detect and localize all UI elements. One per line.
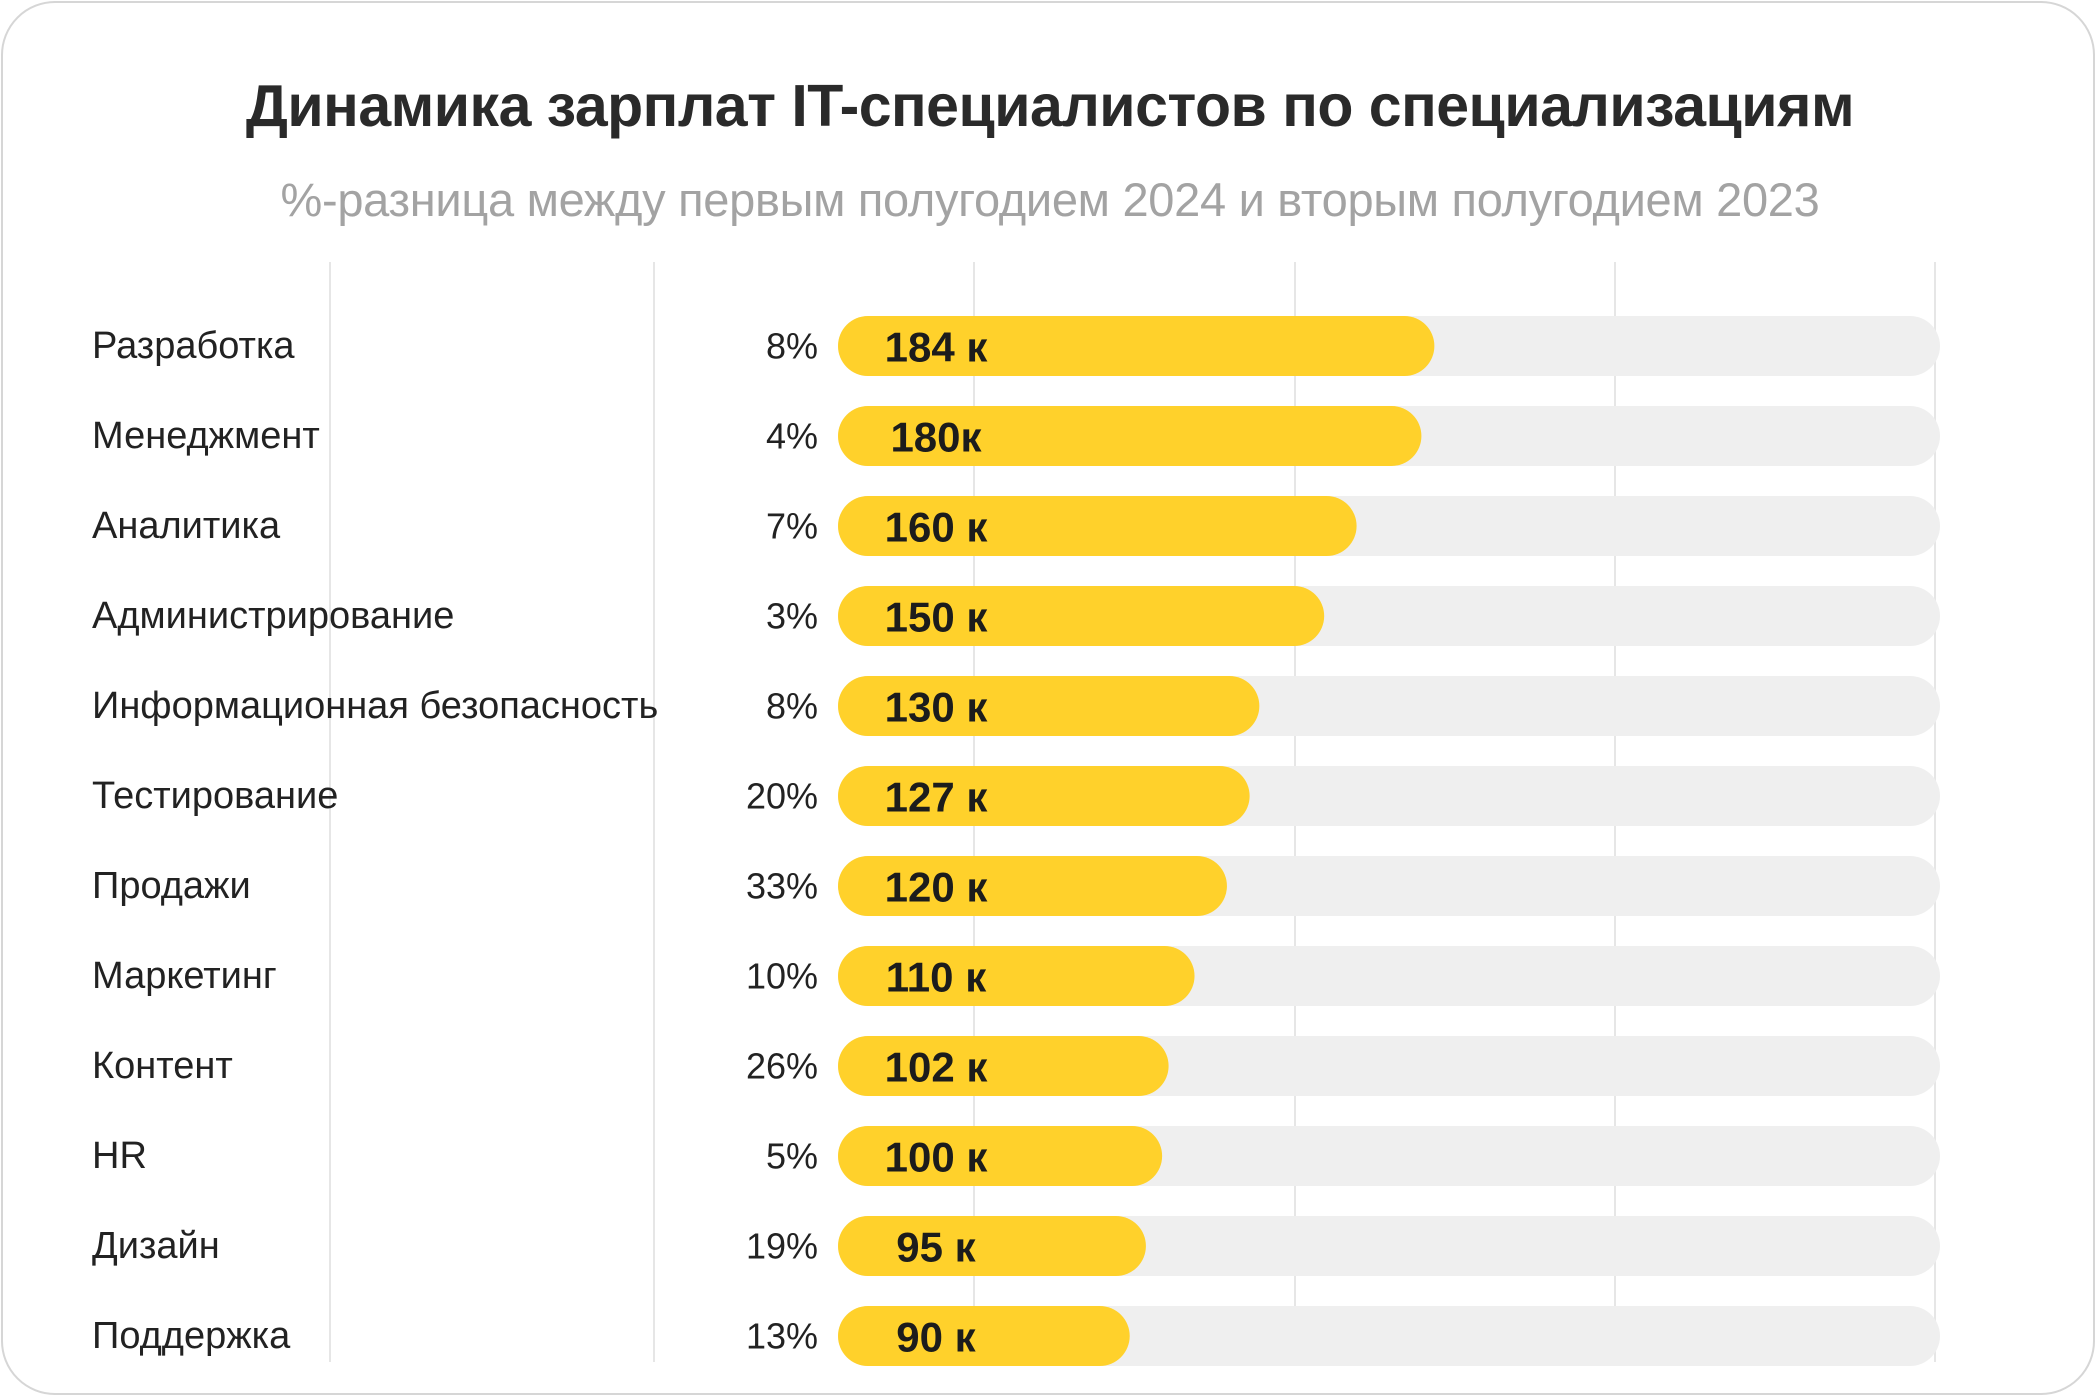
- category-label: Маркетинг: [92, 955, 277, 997]
- percent-label: 33%: [746, 866, 818, 907]
- percent-label: 13%: [746, 1316, 818, 1357]
- percent-label: 8%: [766, 686, 818, 727]
- bar: [838, 1306, 1130, 1366]
- percent-label: 19%: [746, 1226, 818, 1267]
- bar-row: Администрирование 3% 150 к: [92, 586, 1940, 646]
- bar-row: Тестирование 20% 127 к: [92, 766, 1940, 826]
- value-label: 160 к: [885, 504, 989, 551]
- category-label: Менеджмент: [92, 415, 320, 457]
- bar: [838, 406, 1422, 466]
- category-label: Аналитика: [92, 505, 281, 547]
- bar-row: Контент 26% 102 к: [92, 1036, 1940, 1096]
- percent-label: 8%: [766, 326, 818, 367]
- bar: [838, 856, 1227, 916]
- bar-row: Аналитика 7% 160 к: [92, 496, 1940, 556]
- bar: [838, 946, 1195, 1006]
- category-label: Разработка: [92, 325, 295, 367]
- percent-label: 5%: [766, 1136, 818, 1177]
- bar: [838, 1036, 1169, 1096]
- chart-subtitle: %-разница между первым полугодием 2024 и…: [280, 173, 1820, 226]
- bar-row: HR 5% 100 к: [92, 1126, 1940, 1186]
- bar: [838, 1216, 1146, 1276]
- category-label: Поддержка: [92, 1315, 291, 1357]
- chart-title: Динамика зарплат IT-специалистов по спец…: [245, 73, 1855, 139]
- category-label: Тестирование: [92, 775, 338, 817]
- bar: [838, 676, 1260, 736]
- bar: [838, 316, 1435, 376]
- bar: [838, 586, 1325, 646]
- percent-label: 26%: [746, 1046, 818, 1087]
- bar: [838, 1126, 1163, 1186]
- value-label: 95 к: [896, 1224, 976, 1271]
- bar: [838, 766, 1250, 826]
- percent-label: 7%: [766, 506, 818, 547]
- value-label: 184 к: [885, 324, 989, 371]
- value-label: 90 к: [896, 1314, 976, 1361]
- bar-row: Маркетинг 10% 110 к: [92, 946, 1940, 1006]
- category-label: Продажи: [92, 865, 251, 907]
- percent-label: 4%: [766, 416, 818, 457]
- value-label: 102 к: [885, 1044, 989, 1091]
- bar-row: Продажи 33% 120 к: [92, 856, 1940, 916]
- value-label: 100 к: [885, 1134, 989, 1181]
- category-label: Контент: [92, 1045, 233, 1087]
- value-label: 120 к: [885, 864, 989, 911]
- bar-row: Поддержка 13% 90 к: [92, 1306, 1940, 1366]
- percent-label: 20%: [746, 776, 818, 817]
- bar-row: Разработка 8% 184 к: [92, 316, 1940, 376]
- percent-label: 10%: [746, 956, 818, 997]
- category-label: HR: [92, 1135, 147, 1177]
- percent-label: 3%: [766, 596, 818, 637]
- category-label: Информационная безопасность: [92, 685, 658, 727]
- category-label: Дизайн: [92, 1225, 220, 1267]
- bar-row: Дизайн 19% 95 к: [92, 1216, 1940, 1276]
- bar: [838, 496, 1357, 556]
- category-label: Администрирование: [92, 595, 454, 637]
- value-label: 110 к: [886, 954, 987, 1001]
- bar-row: Менеджмент 4% 180к: [92, 406, 1940, 466]
- value-label: 150 к: [885, 594, 989, 641]
- value-label: 180к: [890, 414, 982, 461]
- value-label: 130 к: [885, 684, 989, 731]
- bar-row: Информационная безопасность 8% 130 к: [92, 676, 1940, 736]
- value-label: 127 к: [885, 774, 989, 821]
